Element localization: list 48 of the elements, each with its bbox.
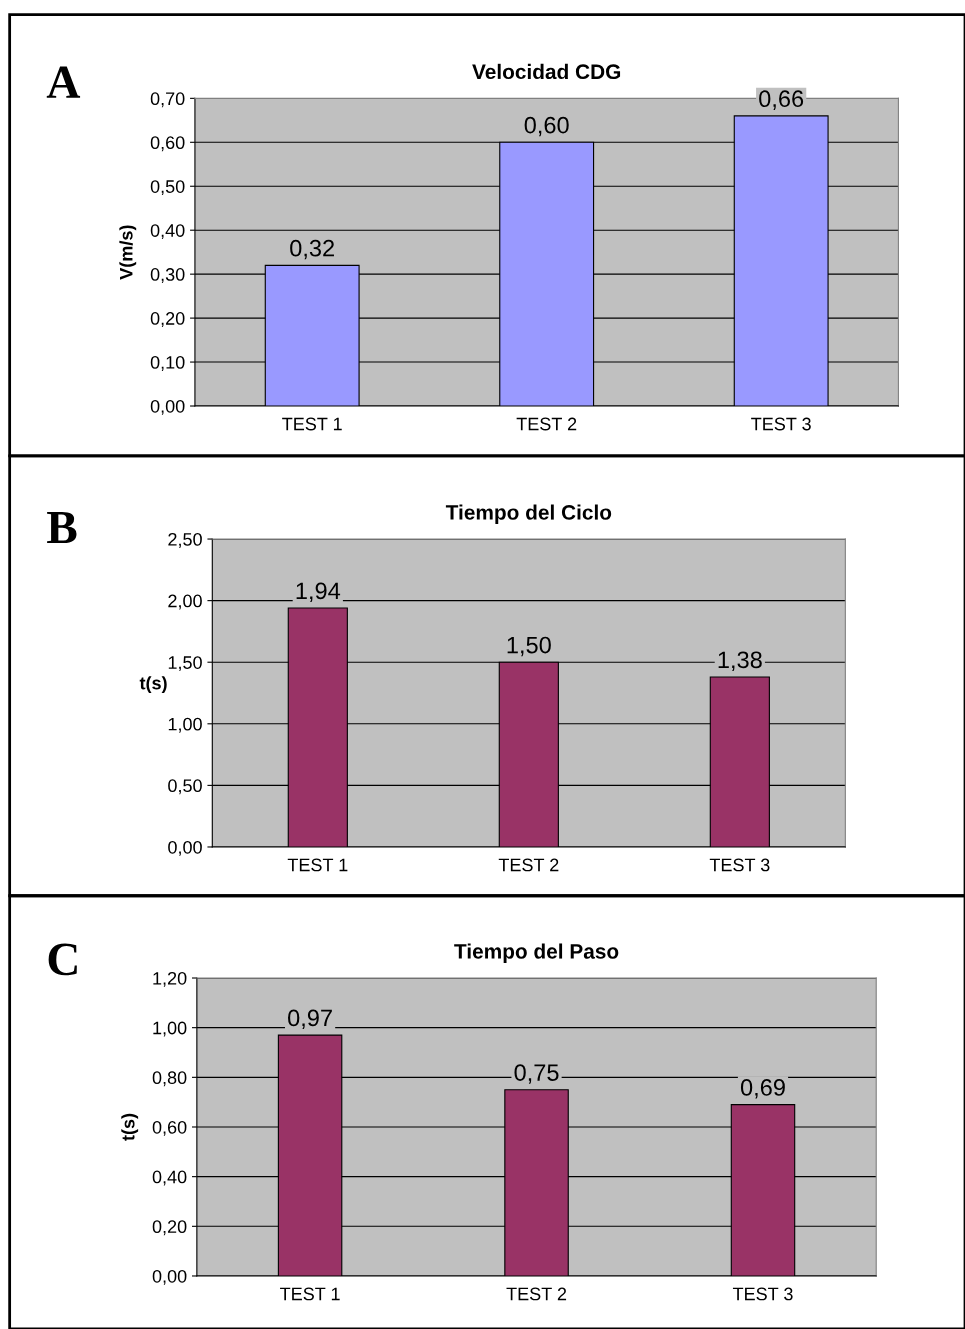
y-tick-label: 0,00 [168,840,202,856]
y-tick-label: 0,30 [150,268,185,284]
data-label: 0,75 [514,1064,559,1084]
y-tick-label: 0,70 [150,92,185,108]
chart-title: Velocidad CDG [472,63,621,80]
x-tick-label: TEST 3 [709,858,770,872]
x-tick-label: TEST 3 [732,1287,793,1301]
chart-title: Tiempo del Paso [454,943,619,963]
y-tick-label: 0,60 [150,136,185,152]
y-tick-label: 0,20 [150,312,185,327]
data-label: 1,50 [507,636,551,657]
data-label: 0,60 [524,116,569,137]
y-tick-label: 0,00 [152,1269,187,1285]
y-tick-label: 2,00 [168,594,202,610]
data-label: 1,94 [296,582,341,602]
x-tick-label: TEST 2 [498,858,559,872]
data-label: 0,32 [290,239,334,260]
x-tick-label: TEST 1 [287,858,348,872]
y-tick-label: 0,50 [150,180,185,196]
data-label: 0,66 [759,90,804,110]
y-tick-label: 0,00 [150,399,185,415]
x-tick-label: TEST 2 [516,417,577,431]
y-tick-label: 0,40 [150,224,185,240]
y-tick-label: 1,20 [153,971,187,987]
text: A [46,66,81,98]
chart-title: Tiempo del Ciclo [445,504,612,524]
y-tick-label: 0,60 [152,1120,187,1136]
x-tick-label: TEST 2 [506,1287,567,1301]
y-tick-label: 1,50 [168,656,202,672]
y-tick-label: 0,80 [152,1071,187,1087]
y-axis-title: t(s) [121,1113,139,1141]
text: C [48,943,77,976]
text: B [47,512,77,544]
y-axis-title: t(s) [139,676,167,694]
y-tick-label: 0,50 [168,779,202,795]
y-tick-label: 0,10 [150,355,185,371]
y-tick-label: 2,50 [168,532,202,548]
data-label: 1,38 [718,651,762,671]
y-tick-label: 0,20 [152,1220,187,1236]
x-tick-label: TEST 1 [282,417,342,431]
y-axis-title: V(m/s) [119,225,137,280]
data-label: 0,97 [288,1009,332,1030]
y-tick-label: 1,00 [153,1021,187,1037]
x-tick-label: TEST 3 [751,417,811,431]
y-tick-label: 1,00 [168,717,202,733]
data-label: 0,69 [740,1079,785,1099]
y-tick-label: 0,40 [152,1170,187,1186]
x-tick-label: TEST 1 [280,1287,340,1301]
